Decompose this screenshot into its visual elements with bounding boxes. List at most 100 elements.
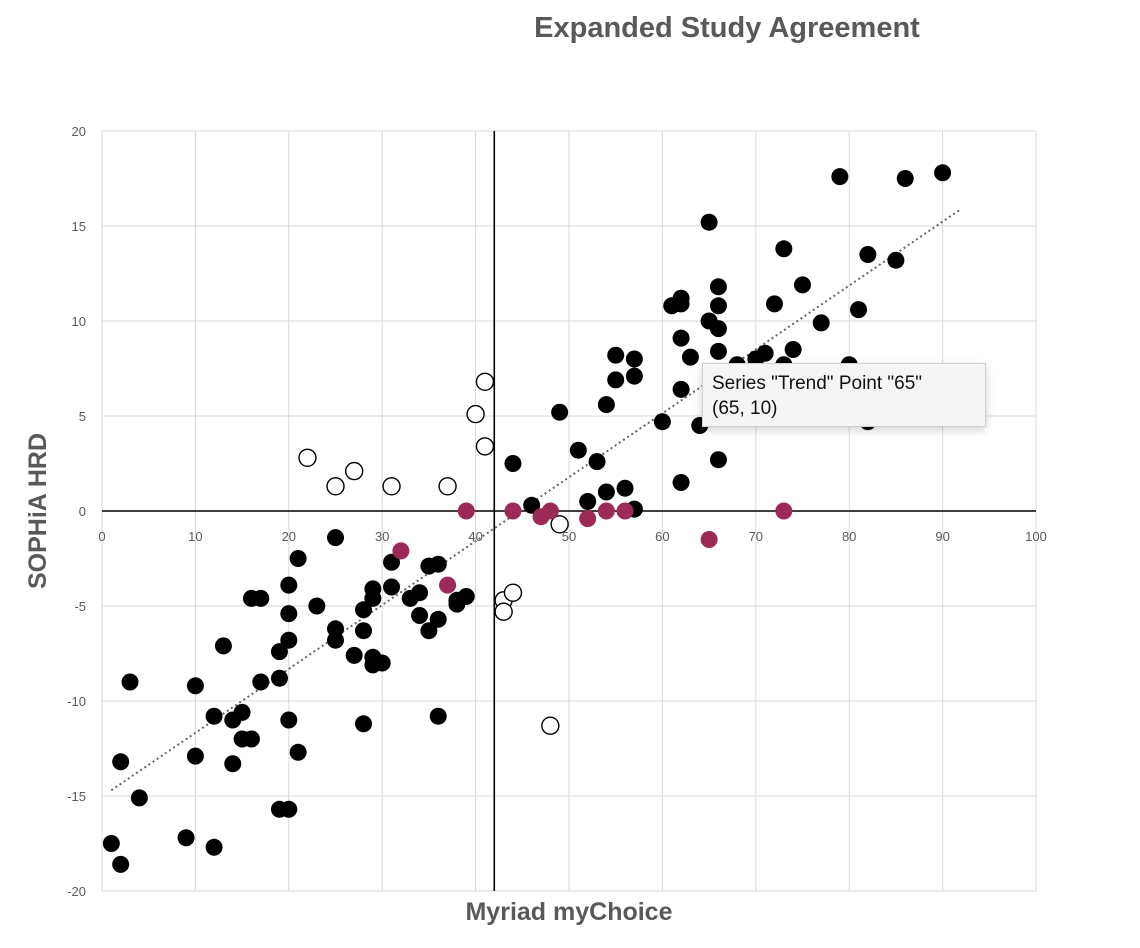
data-point-filled-black [681, 348, 699, 366]
y-tick-label: -10 [67, 694, 86, 709]
data-point-filled-black [934, 164, 952, 182]
data-point-filled-maroon [775, 502, 793, 520]
data-point-filled-black [327, 529, 344, 547]
y-tick-label: 15 [72, 219, 86, 234]
data-point-filled-black [205, 707, 223, 725]
data-point-filled-maroon [457, 502, 475, 520]
x-tick-label: 30 [375, 529, 389, 544]
tooltip-series-line: Series "Trend" Point "65" [712, 373, 923, 394]
y-tick-label: 0 [79, 504, 86, 519]
x-tick-label: 0 [98, 529, 105, 544]
data-point-filled-black [709, 278, 727, 296]
y-tick-label: -5 [74, 599, 86, 614]
data-point-filled-black [625, 350, 643, 368]
data-point-filled-black [280, 576, 298, 594]
data-point-filled-black [345, 646, 363, 664]
data-point-filled-black [242, 730, 260, 748]
x-axis-title: Myriad myChoice [465, 898, 672, 926]
data-point-filled-black [252, 589, 270, 607]
data-point-filled-black [709, 297, 727, 315]
y-tick-label: -15 [67, 789, 86, 804]
data-point-filled-black [383, 578, 401, 596]
data-point-filled-black [364, 589, 382, 607]
data-point-filled-maroon [700, 531, 718, 548]
data-point-filled-black [270, 643, 288, 661]
y-tick-label: 10 [72, 314, 86, 329]
trendline-layer [110, 208, 962, 792]
data-point-filled-black [355, 622, 373, 640]
data-point-filled-black [653, 413, 671, 431]
data-point-filled-black [616, 479, 634, 497]
data-point-filled-black [214, 637, 232, 655]
data-point-filled-black [429, 707, 447, 725]
data-point-filled-black [672, 295, 690, 313]
data-point-filled-black [887, 251, 905, 269]
data-point-filled-maroon [541, 502, 559, 520]
data-point-filled-black [186, 747, 204, 765]
data-point-filled-black [112, 855, 130, 873]
data-point-filled-black [794, 276, 811, 294]
data-point-filled-black [831, 168, 849, 186]
data-point-filled-black [625, 367, 643, 385]
data-point-filled-black [252, 673, 270, 691]
data-point-filled-black [224, 755, 242, 773]
x-tick-label: 60 [655, 529, 669, 544]
data-point-filled-black [607, 346, 625, 364]
data-point-filled-black [709, 320, 727, 338]
data-point-filled-black [579, 493, 597, 510]
data-point-filled-black [607, 371, 625, 389]
data-point-filled-black [280, 631, 298, 649]
data-point-hollow [475, 437, 495, 456]
data-point-filled-black [812, 314, 830, 332]
data-point-filled-maroon [597, 502, 615, 520]
data-point-hollow [475, 372, 495, 391]
data-point-hollow [541, 716, 560, 735]
data-point-filled-black [289, 550, 307, 567]
data-point-filled-maroon [616, 502, 634, 520]
data-point-filled-black [308, 597, 326, 615]
x-tick-label: 50 [562, 529, 576, 544]
data-point-filled-black [504, 455, 522, 472]
data-point-filled-black [355, 601, 373, 619]
data-point-filled-black [551, 403, 569, 421]
data-point-hollow [494, 602, 513, 621]
data-point-filled-black [896, 170, 914, 187]
x-tick-label: 20 [282, 529, 296, 544]
data-point-filled-black [411, 607, 429, 624]
tooltip-value-line: (65, 10) [712, 398, 778, 419]
data-point-filled-black [289, 743, 307, 761]
data-point-filled-black [121, 673, 139, 691]
data-point-filled-black [784, 341, 802, 358]
data-point-hollow [382, 477, 401, 496]
data-point-hollow [438, 477, 457, 496]
y-axis-title: SOPHiA HRD [24, 433, 52, 589]
data-point-filled-black [327, 631, 344, 649]
data-point-filled-black [411, 584, 429, 602]
gridlines [101, 130, 1037, 892]
data-point-hollow [550, 515, 569, 534]
data-point-filled-black [850, 301, 868, 319]
data-point-filled-maroon [392, 542, 410, 560]
x-tick-label: 10 [188, 529, 202, 544]
data-point-filled-black [523, 496, 541, 514]
data-point-filled-black [429, 555, 447, 573]
x-tick-label: 90 [935, 529, 949, 544]
trendline [110, 208, 962, 792]
data-point-filled-black [672, 380, 690, 398]
data-point-hollow [326, 477, 345, 496]
data-point-filled-black [270, 669, 288, 687]
reference-lines [102, 131, 1036, 891]
x-tick-label: 40 [468, 529, 482, 544]
data-point-filled-black [859, 246, 877, 263]
data-point-filled-black [429, 610, 447, 628]
data-point-filled-black [700, 213, 718, 231]
data-point-filled-black [775, 240, 793, 258]
data-point-filled-black [672, 474, 690, 491]
y-tick-label: -20 [67, 884, 86, 899]
data-point-filled-black [588, 453, 606, 471]
data-point-filled-black [457, 588, 475, 605]
data-point-filled-maroon [579, 510, 597, 528]
data-point-filled-maroon [439, 576, 457, 594]
data-point-filled-black [709, 451, 727, 469]
data-point-filled-black [420, 622, 438, 640]
